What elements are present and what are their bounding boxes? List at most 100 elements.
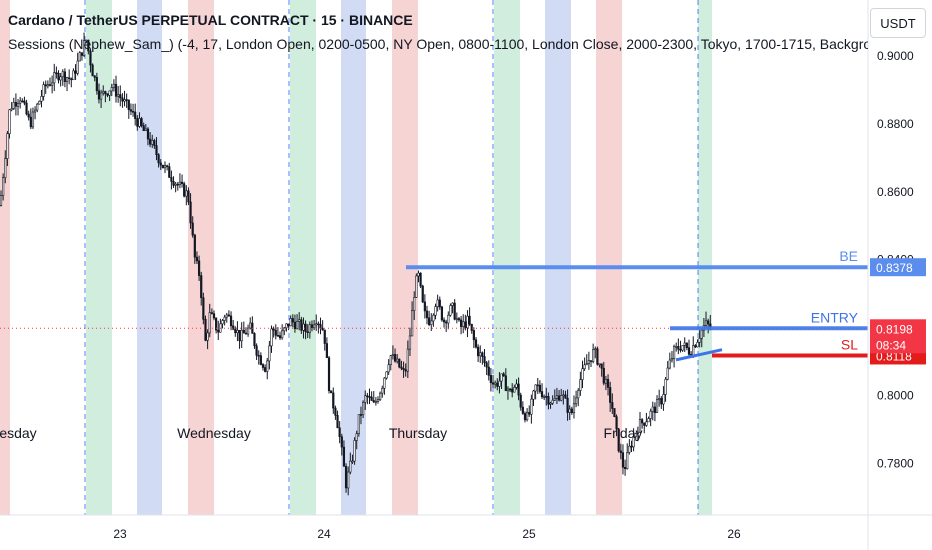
- candle-body: [364, 395, 367, 403]
- candle-body: [479, 352, 482, 357]
- candle-body: [48, 84, 52, 86]
- candle-body: [442, 319, 446, 323]
- candle-body: [604, 379, 608, 384]
- candle-body: [172, 181, 175, 186]
- candle-body: [530, 398, 533, 415]
- session-band-ny_open: [494, 0, 520, 515]
- candle-body: [413, 297, 416, 311]
- candle-body: [621, 452, 625, 468]
- candle-body: [574, 397, 578, 405]
- candle-body: [700, 330, 703, 339]
- candle-body: [313, 324, 316, 329]
- candle-body: [95, 77, 98, 92]
- candle-body: [466, 315, 469, 329]
- candle-body: [229, 315, 233, 327]
- candle-body: [187, 190, 190, 203]
- candle-body: [44, 84, 47, 87]
- candle-body: [638, 419, 642, 433]
- time-axis-background: [0, 515, 932, 550]
- candle-body: [572, 403, 576, 414]
- candle-body: [106, 93, 109, 96]
- date-tick-label: 26: [727, 527, 741, 541]
- candle-body: [434, 306, 437, 316]
- candle-body: [685, 342, 688, 348]
- level-label-sl: SL: [841, 336, 858, 352]
- candle-body: [440, 306, 444, 321]
- candle-body: [136, 118, 139, 127]
- candle-body: [16, 102, 20, 107]
- candle-body: [261, 364, 265, 368]
- candle-body: [410, 310, 414, 337]
- candle-body: [93, 75, 96, 78]
- candle-body: [430, 320, 433, 325]
- candle-body: [543, 396, 546, 398]
- candle-body: [2, 177, 5, 196]
- candle-body: [445, 321, 448, 324]
- candle-body: [387, 364, 390, 373]
- candle-body: [134, 111, 137, 119]
- candle-body: [487, 366, 490, 376]
- session-band-london_open: [188, 0, 214, 515]
- candle-body: [144, 128, 147, 132]
- candle-body: [10, 108, 13, 111]
- candle-body: [117, 94, 120, 97]
- candle-body: [55, 72, 58, 74]
- candle-body: [42, 84, 45, 97]
- candle-body: [285, 323, 288, 329]
- candle-body: [29, 116, 32, 128]
- candle-body: [666, 367, 669, 380]
- level-tag-text-be: 0.8378: [876, 261, 913, 275]
- candle-body: [587, 360, 590, 364]
- candle-body: [347, 471, 350, 489]
- candle-body: [176, 183, 179, 186]
- candle-body: [138, 118, 141, 127]
- candle-body: [651, 406, 654, 412]
- candle-body: [551, 399, 554, 404]
- candle-body: [423, 301, 426, 312]
- candle-body: [668, 359, 671, 369]
- candle-body: [455, 318, 458, 320]
- candle-body: [372, 400, 375, 403]
- candle-body: [404, 369, 407, 372]
- candle-body: [359, 414, 363, 416]
- candle-body: [255, 345, 258, 356]
- candle-body: [560, 395, 563, 401]
- candle-body: [532, 390, 535, 400]
- candle-body: [308, 324, 311, 333]
- candle-body: [675, 346, 678, 348]
- candle-body: [23, 100, 26, 104]
- candle-body: [325, 343, 328, 359]
- candle-body: [293, 321, 297, 329]
- candle-body: [417, 272, 420, 277]
- candle-body: [238, 330, 241, 342]
- candle-body: [641, 419, 644, 424]
- candle-body: [89, 50, 92, 66]
- candle-body: [57, 73, 60, 81]
- candle-body: [664, 378, 667, 395]
- candle-body: [25, 102, 28, 115]
- candle-body: [242, 329, 245, 334]
- current-price-text: 0.8198: [876, 322, 913, 336]
- candle-body: [264, 367, 267, 372]
- candle-body: [660, 398, 663, 405]
- candle-body: [180, 181, 184, 185]
- weekday-label: Friday: [604, 425, 643, 441]
- candle-body: [491, 382, 495, 385]
- candle-body: [598, 363, 601, 366]
- candle-body: [170, 177, 173, 182]
- currency-button[interactable]: USDT: [870, 8, 926, 38]
- candle-body: [432, 314, 435, 322]
- candle-body: [315, 323, 318, 326]
- candle-body: [304, 323, 307, 332]
- indicator-legend[interactable]: Sessions (Nephew_Sam_) (-4, 17, London O…: [8, 36, 868, 52]
- candle-body: [163, 165, 167, 169]
- candle-body: [564, 394, 567, 399]
- countdown-text: 08:34: [876, 338, 906, 352]
- candle-body: [21, 100, 24, 103]
- candle-body: [679, 348, 682, 351]
- price-tick-label: 0.9000: [877, 49, 914, 63]
- candle-body: [0, 195, 3, 206]
- candle-body: [468, 315, 471, 325]
- weekday-label: Thursday: [389, 425, 447, 441]
